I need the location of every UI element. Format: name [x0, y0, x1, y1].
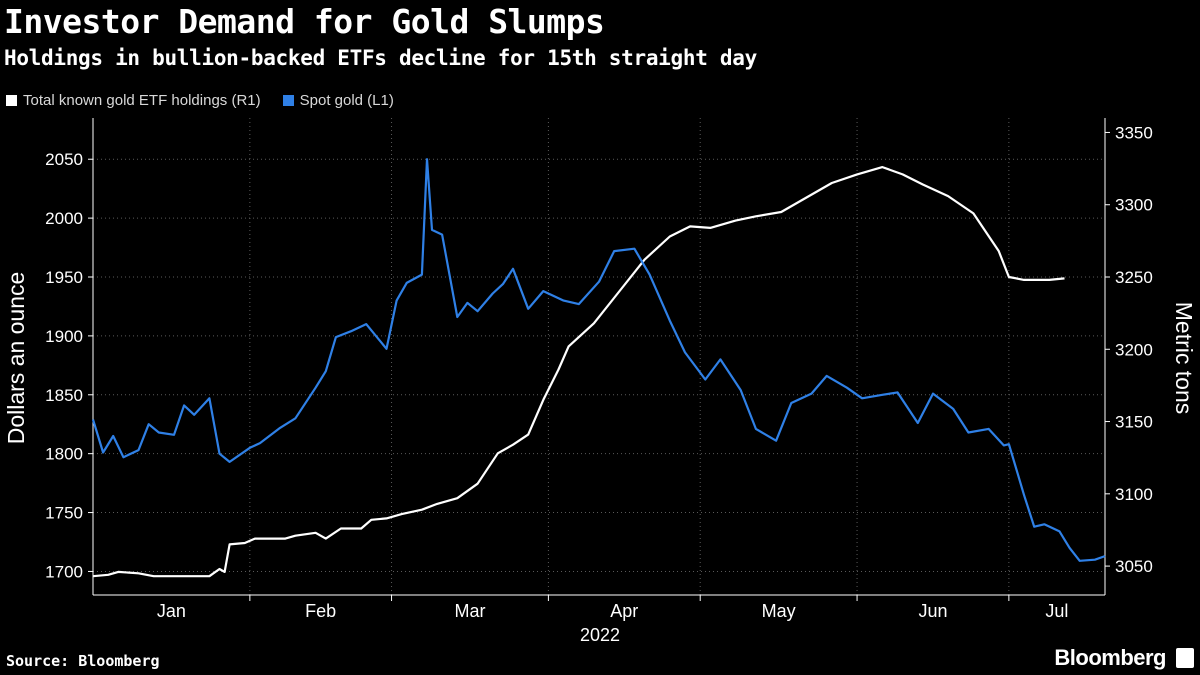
source-note: Source: Bloomberg	[6, 652, 160, 670]
y-tick-label-right: 3150	[1115, 413, 1153, 432]
x-axis-year-label: 2022	[580, 625, 620, 645]
y-tick-label-left: 2050	[45, 150, 83, 169]
series-line-etf-holdings	[92, 166, 1065, 578]
legend-swatch-etf	[6, 95, 17, 106]
y-tick-label-right: 3250	[1115, 268, 1153, 287]
chart-subtitle: Holdings in bullion-backed ETFs decline …	[4, 46, 757, 70]
y-tick-label-right: 3200	[1115, 340, 1153, 359]
y-axis-label-left: Dollars an ounce	[3, 272, 29, 445]
x-tick-label: Apr	[610, 601, 638, 621]
y-tick-label-right: 3350	[1115, 123, 1153, 142]
y-tick-label-right: 3300	[1115, 196, 1153, 215]
y-axis-label-right: Metric tons	[1171, 302, 1197, 414]
series-lines	[91, 158, 1106, 578]
brand-logo: Bloomberg	[1054, 645, 1166, 670]
legend-label-etf: Total known gold ETF holdings (R1)	[23, 92, 261, 109]
axes: 1700 1750 1800 1850 1900 1950 2000 2050 3050 3100…	[45, 118, 1153, 621]
y-tick-label-left: 1750	[45, 504, 83, 523]
y-tick-label-left: 1700	[45, 562, 83, 581]
y-tick-label-left: 1800	[45, 445, 83, 464]
y-tick-label-left: 1900	[45, 327, 83, 346]
legend-swatch-spot	[282, 95, 294, 106]
x-tick-label: Jul	[1045, 601, 1068, 621]
y-tick-label-left: 1950	[45, 268, 83, 287]
y-tick-label-left: 2000	[45, 209, 83, 228]
y-tick-label-left: 1850	[45, 386, 83, 405]
legend-label-spot: Spot gold (L1)	[299, 92, 394, 109]
y-tick-label-right: 3100	[1115, 485, 1153, 504]
y-tick-label-right: 3050	[1115, 557, 1153, 576]
x-tick-label: May	[762, 601, 796, 621]
legend: Total known gold ETF holdings (R1) Spot …	[6, 92, 416, 109]
legend-item-etf: Total known gold ETF holdings (R1)	[6, 92, 261, 109]
legend-item-spot: Spot gold (L1)	[282, 92, 394, 109]
gridlines	[93, 118, 1105, 595]
series-line-spot-gold	[91, 158, 1106, 562]
chart-title: Investor Demand for Gold Slumps	[4, 2, 605, 41]
x-tick-label: Mar	[454, 601, 485, 621]
x-tick-label: Feb	[305, 601, 336, 621]
x-tick-label: Jun	[918, 601, 947, 621]
x-tick-label: Jan	[157, 601, 186, 621]
bloomberg-icon	[1176, 648, 1194, 668]
